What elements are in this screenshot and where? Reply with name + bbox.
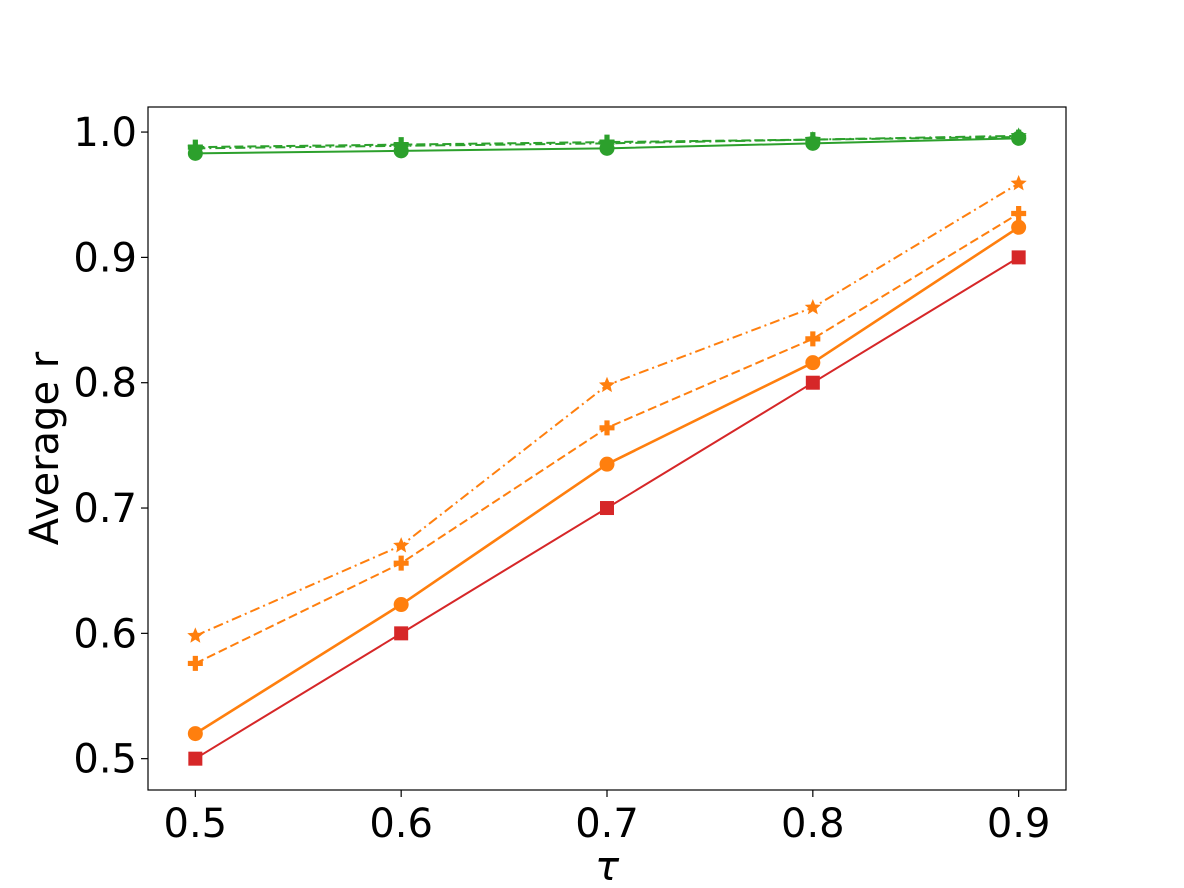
- series-7: [188, 250, 1026, 766]
- data-point-square: [394, 626, 409, 641]
- y-tick-label: 0.8: [73, 361, 137, 407]
- series-6: [187, 219, 1027, 742]
- data-point-square: [805, 375, 820, 390]
- y-tick-label: 1.0: [73, 110, 137, 156]
- data-point-star: [804, 299, 821, 315]
- series-5: [187, 206, 1027, 671]
- data-point-circle: [393, 143, 409, 159]
- data-point-star: [598, 376, 616, 393]
- x-tick-label: 0.9: [987, 801, 1051, 847]
- data-point-plus: [599, 420, 615, 436]
- x-tick-label: 0.6: [369, 801, 433, 847]
- x-tick-label: 0.8: [781, 801, 845, 847]
- x-axis: 0.5 0.6 0.7 0.8 0.9: [164, 790, 1051, 847]
- y-axis-label: Average r: [22, 351, 68, 545]
- data-point-star: [1010, 174, 1027, 191]
- data-point-circle: [1011, 219, 1027, 235]
- data-point-star: [393, 537, 410, 553]
- series-3: [187, 130, 1027, 161]
- plot-area: [187, 127, 1027, 766]
- data-point-square: [1011, 250, 1026, 265]
- data-point-circle: [599, 456, 615, 472]
- y-tick-label: 0.5: [73, 737, 137, 783]
- series-4: [187, 174, 1027, 643]
- data-point-square: [188, 751, 203, 766]
- data-point-circle: [1011, 130, 1027, 146]
- data-point-square: [600, 501, 614, 516]
- y-tick-label: 0.7: [73, 486, 137, 532]
- data-point-circle: [393, 597, 409, 613]
- data-point-circle: [187, 726, 203, 742]
- data-point-circle: [805, 355, 821, 371]
- x-tick-label: 0.5: [164, 801, 228, 847]
- data-point-plus: [1011, 206, 1027, 222]
- data-point-plus: [393, 555, 409, 571]
- data-point-plus: [805, 331, 821, 347]
- data-point-circle: [599, 140, 615, 156]
- x-axis-label: τ: [595, 844, 620, 888]
- y-axis: 0.5 0.6 0.7 0.8 0.9 1.0: [73, 110, 148, 783]
- data-point-circle: [187, 145, 203, 161]
- data-point-circle: [805, 135, 821, 151]
- y-tick-label: 0.6: [73, 611, 137, 657]
- data-point-plus: [187, 655, 203, 671]
- series-1-line: [195, 134, 1019, 150]
- data-point-star: [187, 627, 204, 643]
- x-tick-label: 0.7: [575, 801, 639, 847]
- y-tick-label: 0.9: [73, 235, 137, 281]
